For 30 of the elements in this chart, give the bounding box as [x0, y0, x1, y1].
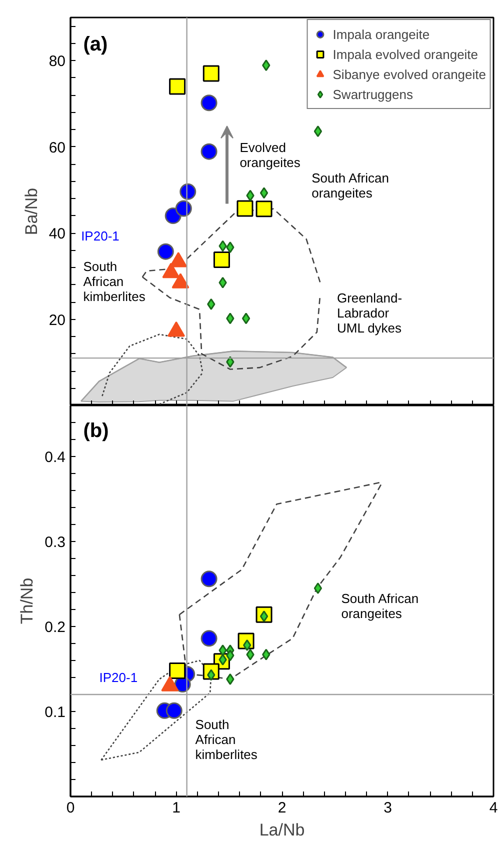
annotation: IP20-1 [99, 670, 138, 686]
x-tick-label: 4 [489, 800, 498, 816]
annotation: South African kimberlites [195, 716, 258, 762]
y-tick-label: 0.2 [44, 619, 66, 636]
y-tick-label: 0.1 [44, 704, 66, 721]
y-axis-title: Th/Nb [18, 578, 37, 624]
x-axis-title: La/Nb [259, 820, 305, 840]
x-tick-label: 1 [172, 800, 180, 816]
x-tick-label: 0 [66, 800, 75, 816]
annotation: IP20-1 [81, 228, 120, 244]
annotation: (b) [83, 420, 109, 442]
legend-label: Swartruggens [332, 86, 413, 102]
legend-label: Impala orangeite [332, 26, 430, 42]
legend-label: Sibanye evolved orangeite [332, 66, 486, 82]
y-tick-label: 20 [48, 312, 66, 329]
annotation: South African kimberlites [83, 258, 146, 304]
y-tick-label: 60 [48, 139, 66, 156]
annotation: South African orangeites [312, 170, 389, 201]
x-tick-label: 2 [278, 800, 286, 816]
annotation: (a) [83, 34, 108, 56]
y-tick-label: 0.3 [44, 534, 66, 551]
y-tick-label: 80 [48, 53, 66, 70]
annotation: Evolved orangeites [240, 140, 301, 170]
annotation: South African orangeites [341, 591, 419, 622]
legend-label: Impala evolved orangeite [332, 46, 478, 62]
annotation: Greenland- Labrador UML dykes [336, 290, 402, 336]
y-tick-label: 40 [48, 226, 66, 243]
y-axis-title: Ba/Nb [22, 188, 41, 236]
x-tick-label: 3 [384, 800, 392, 816]
y-tick-label: 0.4 [44, 449, 66, 466]
